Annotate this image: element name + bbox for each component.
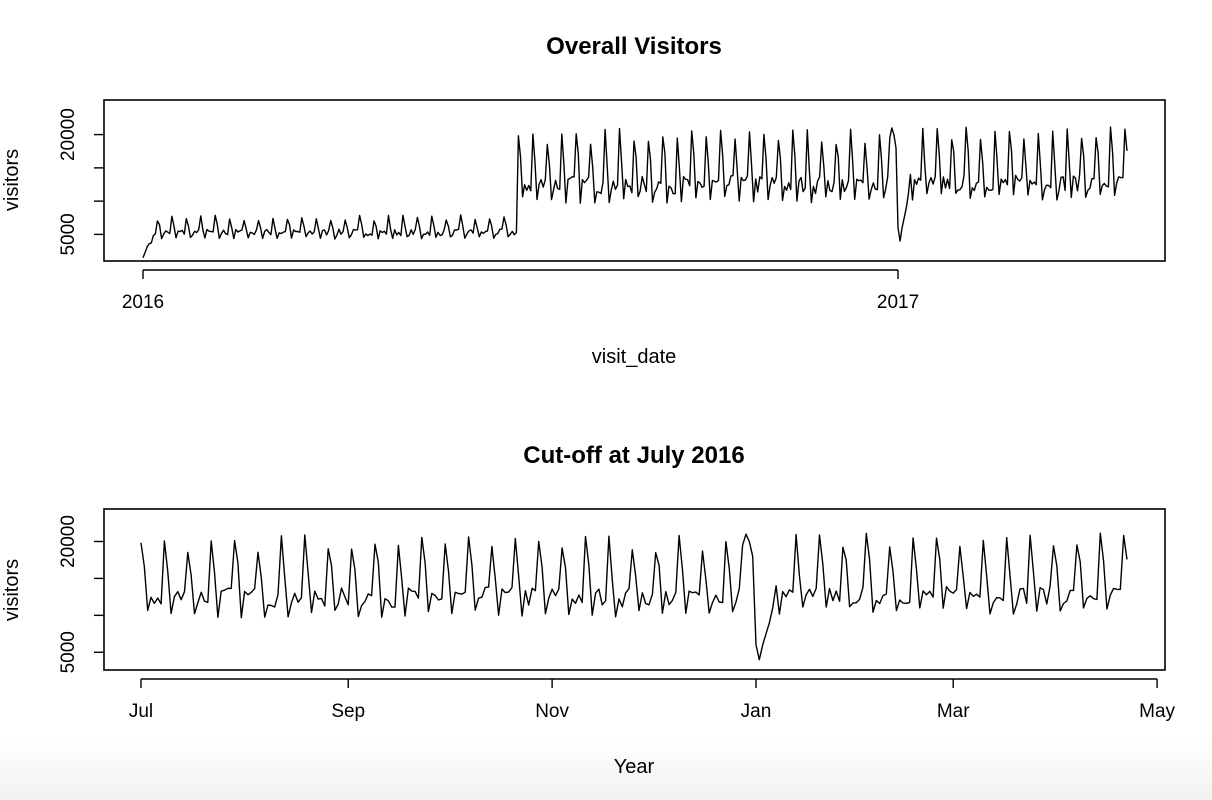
series-line [142,126,1128,258]
y-tick-label: 5000 [58,213,79,255]
x-tick-label: Mar [937,701,970,722]
x-tick-label: 2016 [122,292,164,313]
y-axis-label: visitors [1,559,23,621]
y-axis-label: visitors [1,149,23,211]
plot-frame [103,508,1166,671]
x-axis-label: Year [614,756,655,778]
x-axis-label: visit_date [592,346,677,368]
series-line [140,532,1128,661]
x-tick-label: Jan [741,701,772,722]
x-tick-label: 2017 [877,292,919,313]
x-tick-label: May [1139,701,1175,722]
plot-frame [103,99,1166,262]
chart-title: Cut-off at July 2016 [523,442,744,469]
y-tick-label: 20000 [58,108,79,161]
panel-cutoff: Cut-off at July 2016 5000 20000 Jul Sep Nov… [1,442,1176,778]
chart-title: Overall Visitors [546,33,722,60]
panel-overall: Overall Visitors 5000 20000 2016 2017 visi… [1,33,1166,368]
x-tick-label: Sep [331,701,365,722]
y-tick-label: 5000 [58,631,79,673]
x-tick-label: Nov [535,701,569,722]
y-tick-label: 20000 [58,515,79,568]
bottom-fade [0,740,1212,800]
x-tick-label: Jul [129,701,153,722]
